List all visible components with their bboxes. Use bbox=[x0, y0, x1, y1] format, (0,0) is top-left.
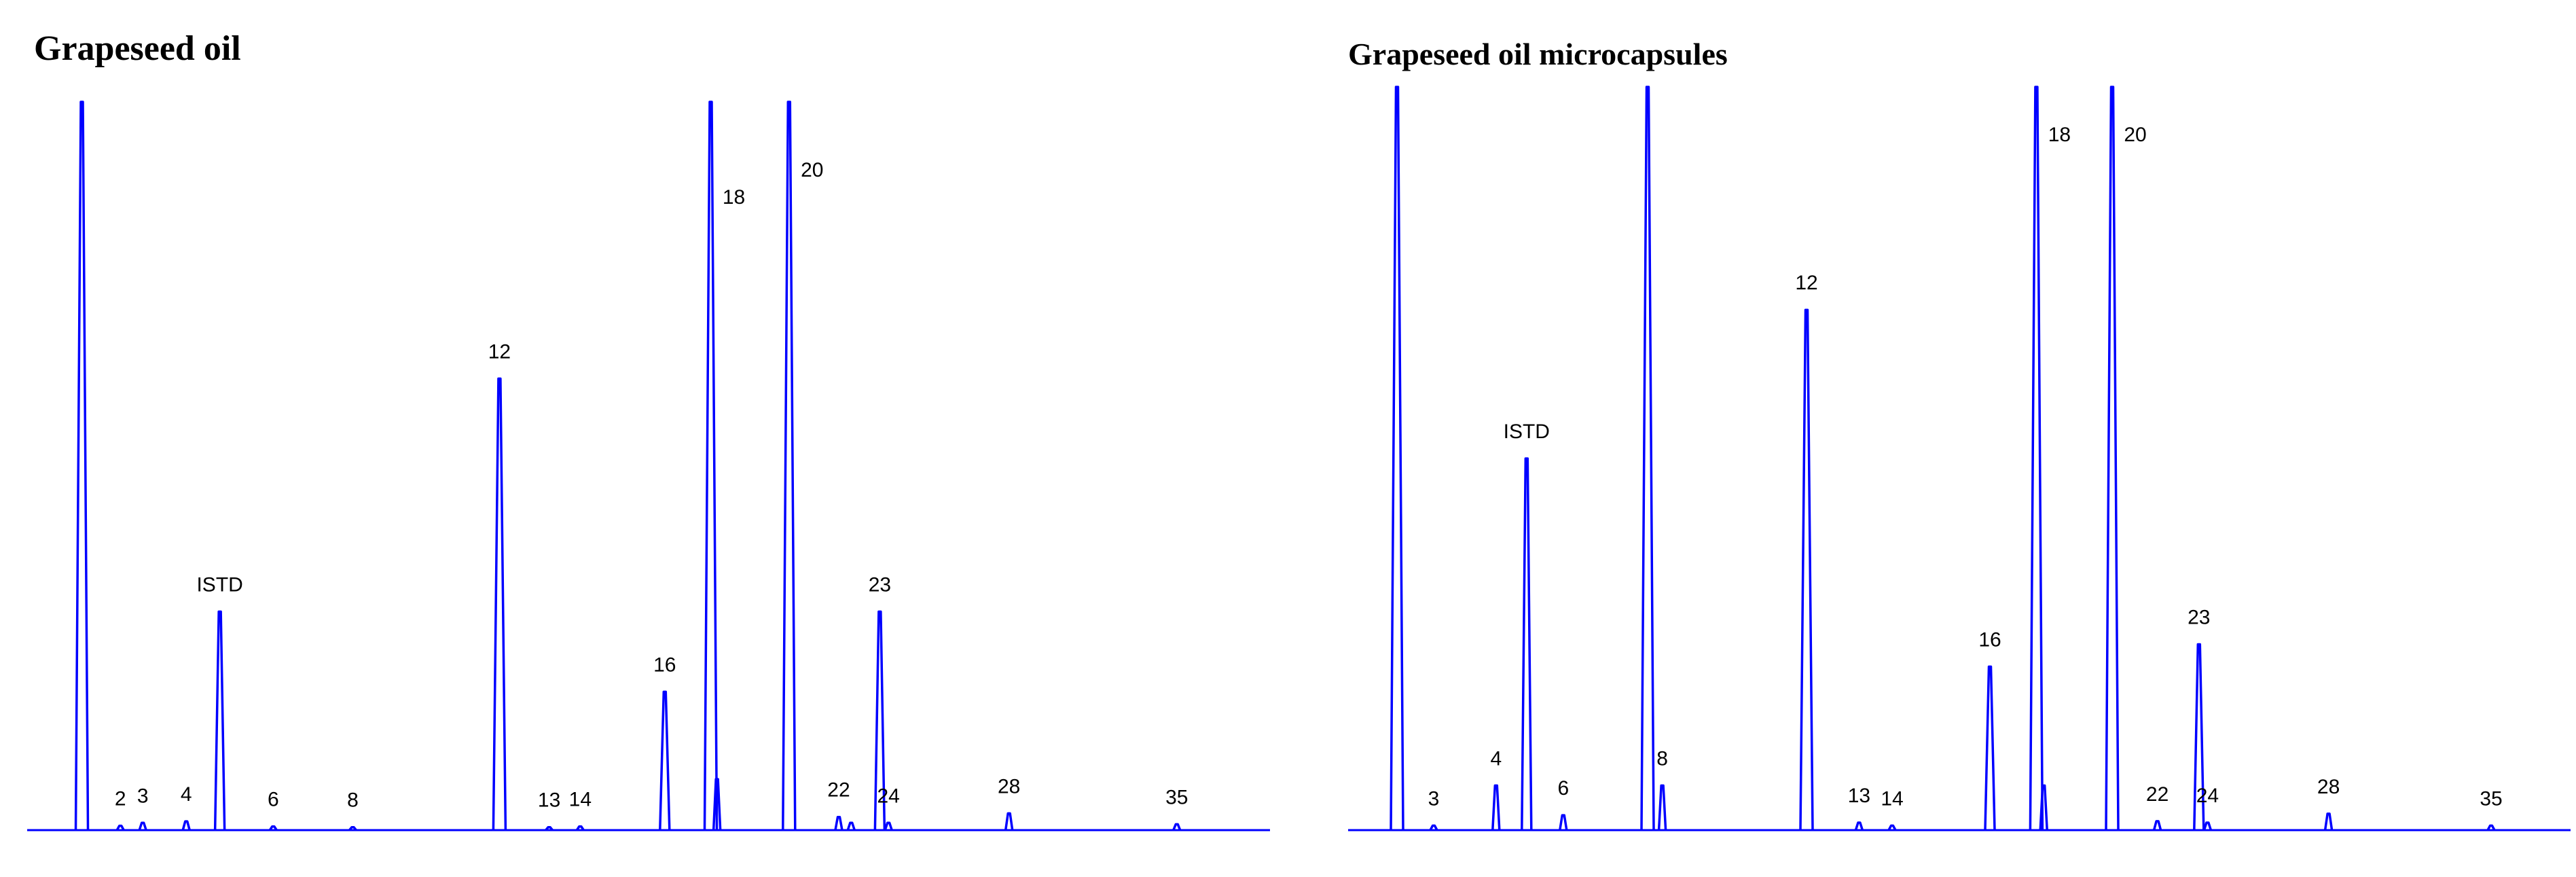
chromatogram-peak bbox=[782, 101, 797, 831]
chromatogram-peak bbox=[138, 821, 147, 831]
peak-label: 28 bbox=[998, 775, 1020, 798]
peak-label-group: 3 4 ISTD 6 8 12 13 14 16 18 20 22 23 24 28 35 bbox=[1428, 124, 2503, 810]
peak-label: 2 bbox=[115, 788, 126, 810]
peak-label: ISTD bbox=[196, 573, 242, 596]
chromatogram-peak bbox=[1429, 824, 1438, 831]
peak-label: 16 bbox=[1978, 628, 2001, 651]
chromatogram-peak bbox=[545, 825, 554, 831]
chromatogram-peak bbox=[2323, 812, 2334, 831]
peak-label: 3 bbox=[1428, 787, 1440, 810]
chromatogram-peak bbox=[1984, 665, 1996, 831]
peak-label: 4 bbox=[181, 783, 192, 806]
chromatogram-peak bbox=[181, 820, 191, 831]
peak-label: 23 bbox=[2188, 607, 2210, 629]
chromatogram-peak bbox=[492, 377, 507, 831]
chromatogram-peak bbox=[1491, 784, 1501, 831]
chromatogram-peak bbox=[834, 815, 843, 831]
peak-label: 18 bbox=[723, 186, 745, 209]
chromatogram-peak bbox=[1390, 86, 1404, 831]
chromatogram-peak bbox=[1521, 457, 1533, 831]
chromatogram-peak bbox=[2152, 820, 2162, 831]
peak-label: 28 bbox=[2317, 776, 2340, 798]
peak-label: 35 bbox=[1165, 786, 1188, 808]
chromatogram-peak bbox=[712, 778, 722, 831]
chromatogram-peak bbox=[1854, 821, 1864, 831]
peak-label: 6 bbox=[268, 789, 279, 811]
peak-label: 13 bbox=[538, 789, 560, 812]
chromatogram-trace-group bbox=[27, 101, 1270, 831]
peak-label: 20 bbox=[2124, 124, 2146, 146]
chromatogram-peak bbox=[659, 690, 671, 831]
panel-title-grapeseed-oil: Grapeseed oil bbox=[34, 29, 241, 68]
chromatogram-peak bbox=[1799, 308, 1814, 831]
chromatogram-trace-group bbox=[1348, 86, 2571, 831]
chromatogram-peak bbox=[2029, 86, 2044, 831]
chromatogram-peak bbox=[1640, 86, 1655, 831]
chromatogram-peak bbox=[2039, 784, 2048, 831]
chromatogram-peak bbox=[575, 825, 585, 831]
peak-label: 4 bbox=[1490, 747, 1502, 770]
chromatogram-peak bbox=[1657, 784, 1667, 831]
chromatogram-peak bbox=[348, 825, 357, 831]
chromatogram-peak bbox=[74, 101, 90, 831]
chromatogram-peak bbox=[703, 101, 719, 831]
panel-grapeseed-oil-microcapsules: Grapeseed oil microcapsules 3 4 ISTD 6 8 12 13… bbox=[1348, 37, 2571, 831]
chromatogram-peak bbox=[2486, 824, 2496, 831]
peak-label: 20 bbox=[801, 159, 823, 181]
peak-label: 16 bbox=[653, 654, 676, 676]
peak-label: 12 bbox=[1795, 272, 1817, 294]
chromatogram-peak bbox=[846, 821, 856, 831]
peak-label: 14 bbox=[569, 789, 592, 811]
chromatogram-peak bbox=[2202, 821, 2213, 831]
chromatogram-peak bbox=[1172, 823, 1182, 831]
chromatogram-peak bbox=[2105, 86, 2120, 831]
peak-label: 6 bbox=[1557, 777, 1569, 800]
chromatogram-peak bbox=[2193, 643, 2205, 831]
panel-title-grapeseed-oil-microcapsules: Grapeseed oil microcapsules bbox=[1348, 37, 1728, 71]
peak-label: 18 bbox=[2048, 124, 2071, 146]
chromatogram-peak bbox=[873, 610, 886, 831]
peak-label: 23 bbox=[869, 573, 891, 596]
peak-label: 12 bbox=[488, 340, 511, 363]
chromatogram-peak bbox=[1887, 824, 1897, 831]
chromatogram-peak bbox=[1004, 812, 1014, 831]
peak-label: 22 bbox=[2146, 783, 2169, 806]
peak-label: 35 bbox=[2480, 787, 2502, 810]
chromatogram-peak bbox=[884, 821, 893, 831]
peak-label: 14 bbox=[1881, 787, 1903, 810]
peak-label: 24 bbox=[2196, 785, 2219, 807]
peak-label: ISTD bbox=[1504, 420, 1550, 443]
chromatogram-peak bbox=[115, 824, 125, 831]
peak-label: 8 bbox=[347, 789, 359, 812]
peak-label: 13 bbox=[1848, 785, 1870, 807]
peak-label: 8 bbox=[1656, 747, 1668, 770]
chromatogram-peak bbox=[213, 610, 226, 831]
peak-label: 24 bbox=[877, 785, 900, 807]
peak-label: 3 bbox=[137, 785, 149, 807]
chromatogram-peak bbox=[1559, 814, 1568, 831]
peak-label: 22 bbox=[827, 779, 850, 802]
chromatogram-peak bbox=[268, 825, 278, 831]
